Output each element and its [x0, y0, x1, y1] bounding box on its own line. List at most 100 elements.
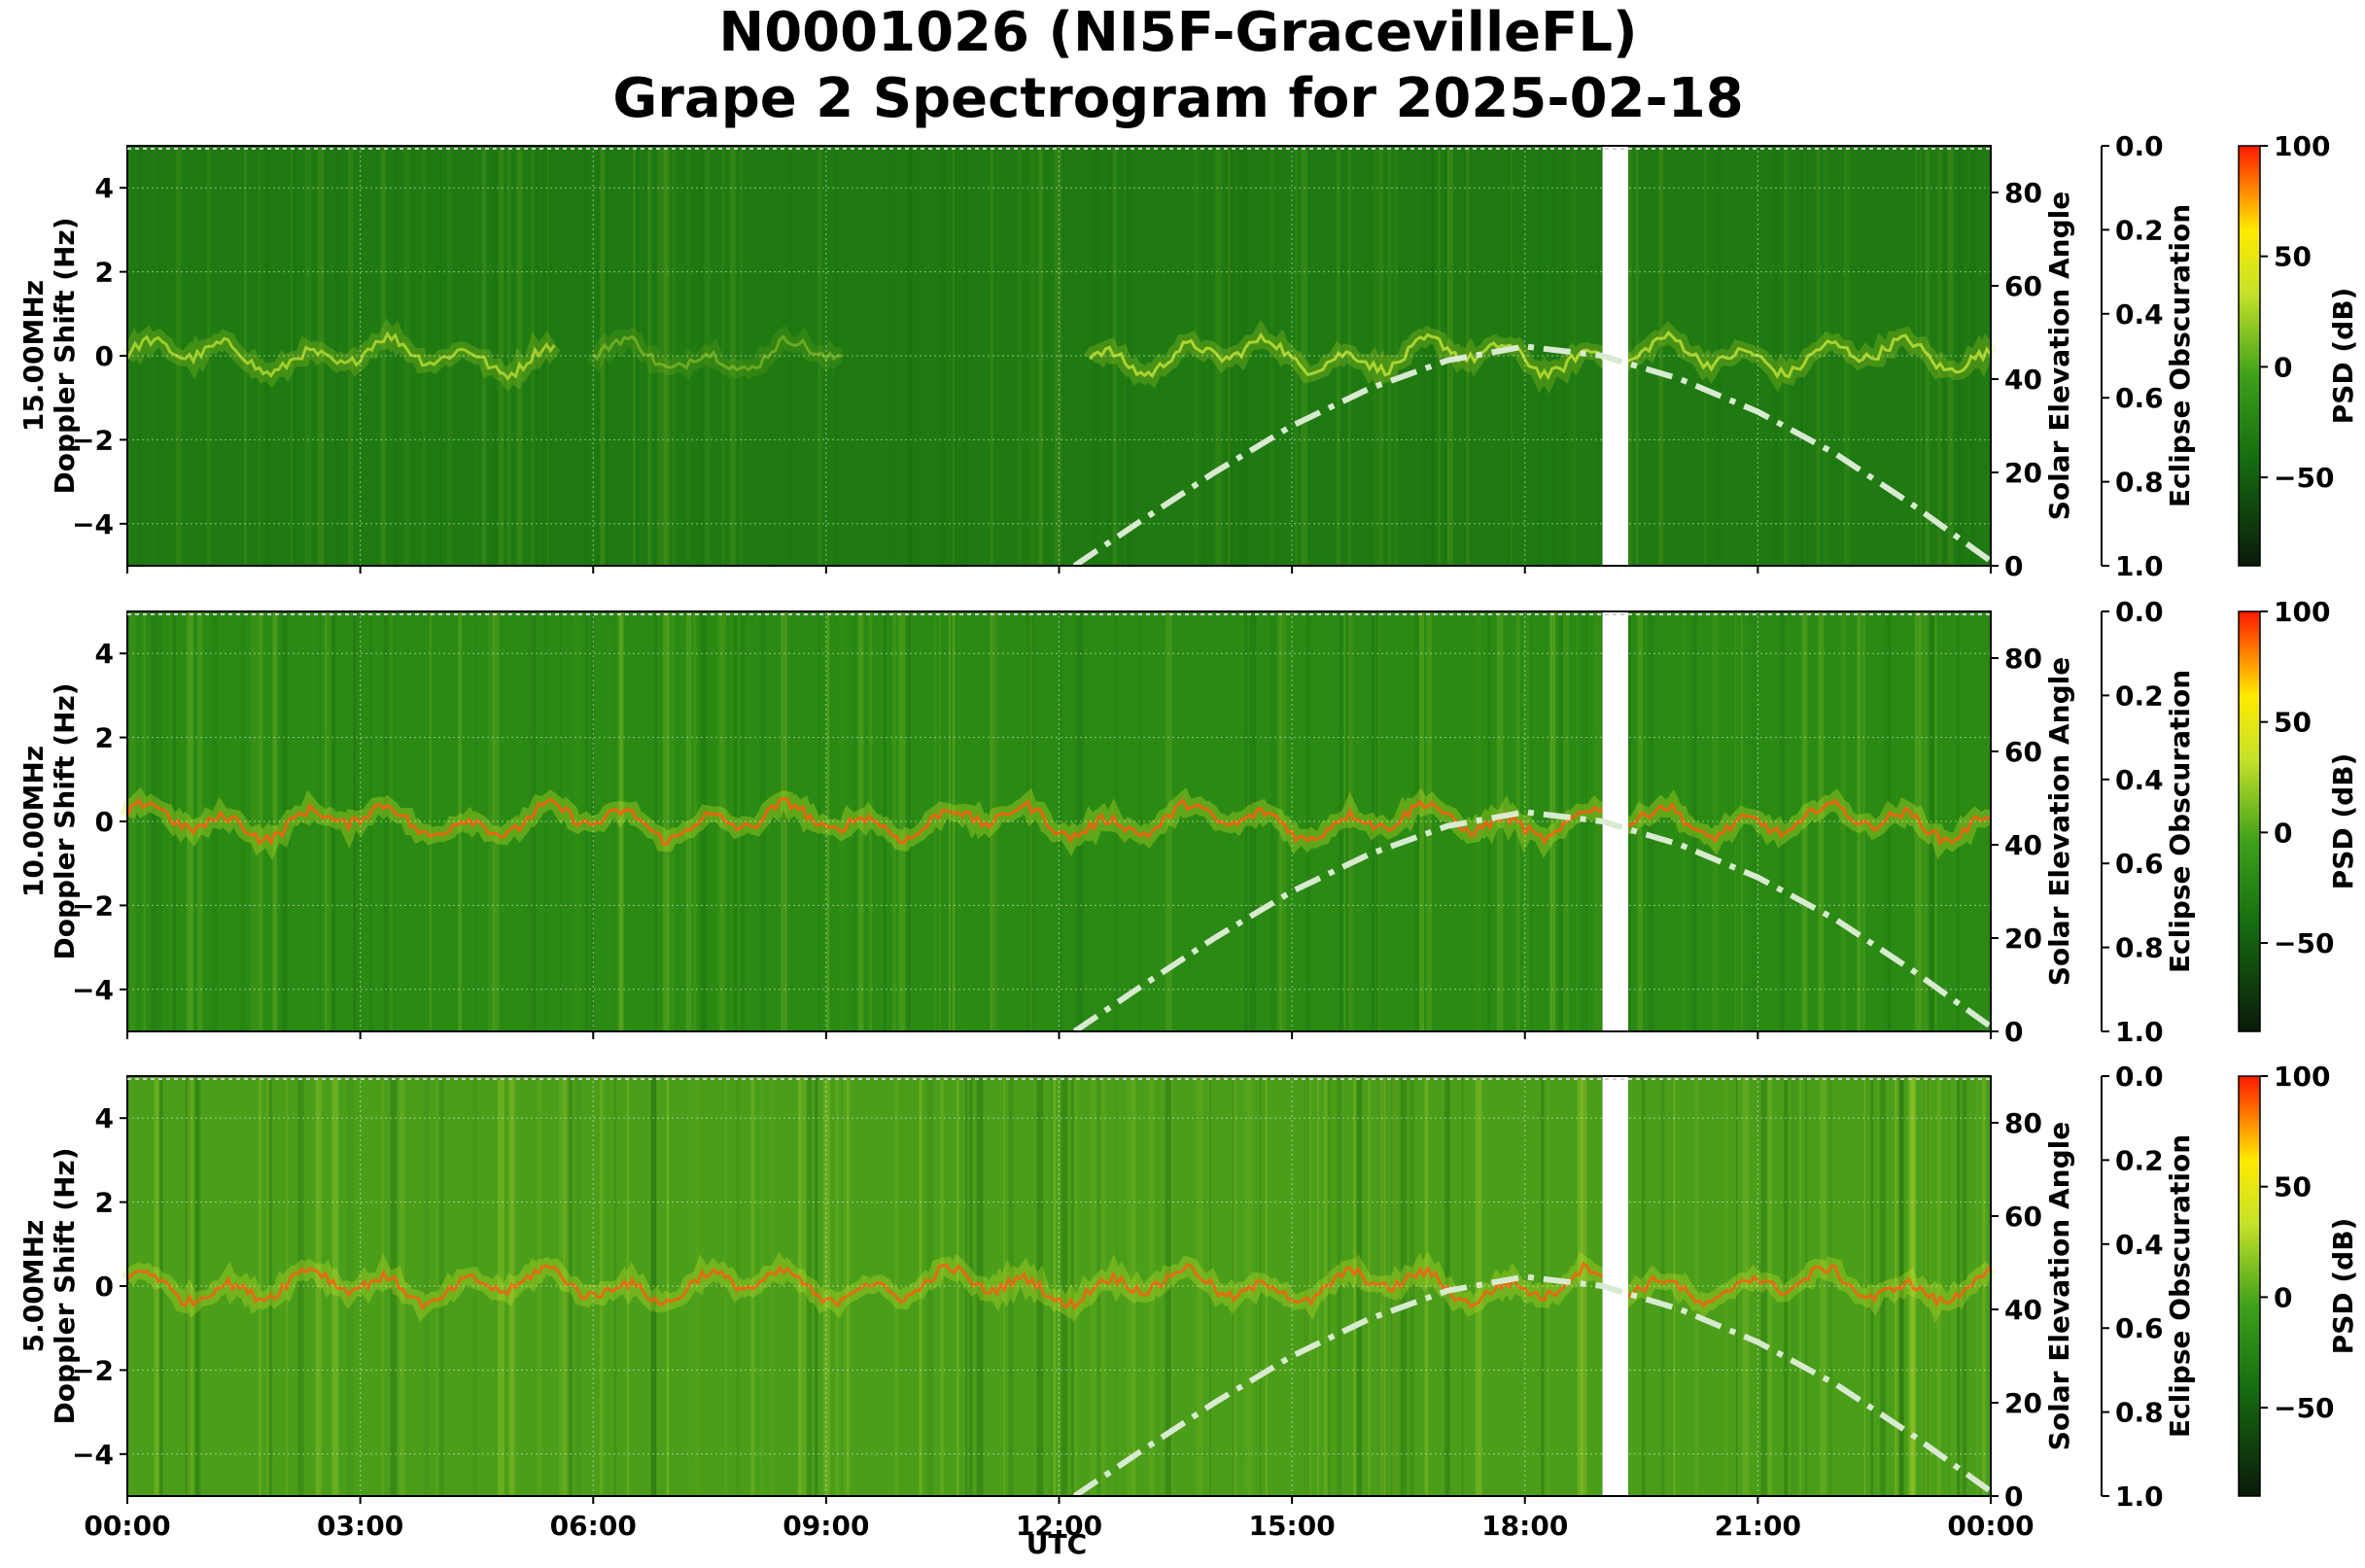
eclipse-tick-label: 0.6	[2115, 848, 2164, 880]
noise-band	[759, 1076, 764, 1496]
noise-band	[399, 1076, 405, 1496]
noise-band	[1936, 146, 1942, 566]
noise-band	[599, 1076, 604, 1496]
noise-band	[264, 146, 270, 566]
eclipse-tick-label: 0.2	[2115, 679, 2164, 712]
noise-band	[1053, 1076, 1057, 1496]
noise-band	[1779, 611, 1785, 1031]
noise-band	[1194, 146, 1200, 566]
noise-band	[1896, 1076, 1904, 1496]
solar-tick-label: 20	[2004, 923, 2042, 955]
solar-tick-label: 80	[2004, 177, 2042, 209]
noise-band	[1036, 146, 1044, 566]
colorbar	[2238, 145, 2261, 567]
noise-band	[1883, 1076, 1886, 1496]
doppler-trace	[592, 334, 843, 372]
noise-band	[1889, 611, 1891, 1031]
noise-band	[1294, 146, 1299, 566]
noise-band	[1712, 611, 1718, 1031]
noise-band	[1920, 611, 1927, 1031]
doppler-trace	[125, 1261, 1993, 1311]
noise-band	[835, 146, 838, 566]
noise-band	[1070, 1076, 1078, 1496]
noise-band	[1694, 1076, 1698, 1496]
noise-band	[1431, 146, 1434, 566]
noise-band	[188, 1076, 193, 1496]
noise-band	[1530, 611, 1533, 1031]
y-tick-label: 0	[95, 806, 114, 838]
colorbar-label: PSD (dB)	[2327, 1218, 2359, 1355]
noise-band	[1392, 146, 1397, 566]
noise-band	[1816, 146, 1821, 566]
noise-band	[1844, 146, 1850, 566]
eclipse-tick-label: 1.0	[2115, 1016, 2164, 1048]
noise-band	[654, 611, 657, 1031]
y-axis-label-line: 15.00MHz	[17, 280, 50, 432]
noise-band	[1936, 1076, 1941, 1496]
noise-band	[1641, 1076, 1646, 1496]
noise-band	[1446, 146, 1450, 566]
y-tick-label: −2	[72, 889, 114, 922]
y-tick-label: 0	[95, 1271, 114, 1303]
noise-band	[1800, 146, 1803, 566]
noise-band	[297, 1076, 304, 1496]
colorbar-tick-label: 0	[2274, 1281, 2292, 1313]
noise-band	[1816, 146, 1821, 566]
noise-band	[1070, 1076, 1075, 1496]
noise-band	[1955, 146, 1961, 566]
noise-band	[1750, 611, 1756, 1031]
noise-band	[1346, 611, 1353, 1031]
solar-tick-label: 80	[2004, 1107, 2042, 1139]
noise-band	[1805, 1076, 1808, 1496]
solar-tick-label: 80	[2004, 643, 2042, 675]
noise-band	[591, 611, 595, 1031]
noise-band	[1075, 611, 1083, 1031]
noise-band	[472, 1076, 477, 1496]
noise-band	[647, 146, 651, 566]
noise-band	[596, 146, 599, 566]
noise-band	[1717, 146, 1722, 566]
noise-band	[1956, 611, 1960, 1031]
noise-band	[1270, 611, 1276, 1031]
colorbar-tick-label: −50	[2274, 927, 2334, 959]
noise-band	[324, 146, 328, 566]
y-tick-label: 2	[95, 257, 114, 289]
y-axis-label-line: Doppler Shift (Hz)	[49, 1147, 81, 1424]
noise-band	[1400, 1076, 1408, 1496]
noise-band	[1100, 1076, 1106, 1496]
eclipse-tick-label: 0.6	[2115, 1312, 2164, 1344]
noise-band	[1246, 146, 1249, 566]
noise-band	[953, 146, 955, 566]
noise-band	[976, 1076, 984, 1496]
noise-band	[318, 611, 321, 1031]
noise-band	[939, 146, 946, 566]
noise-band	[574, 611, 580, 1031]
noise-band	[767, 611, 769, 1031]
noise-band	[1196, 1076, 1203, 1496]
eclipse-tick-label: 0.0	[2115, 130, 2164, 162]
noise-band	[1304, 1076, 1309, 1496]
chart-title-line2: Grape 2 Spectrogram for 2025-02-18	[612, 67, 1743, 130]
noise-band	[907, 611, 912, 1031]
noise-band	[290, 611, 292, 1031]
noise-band	[783, 611, 789, 1031]
noise-band	[1269, 146, 1275, 566]
noise-band	[1422, 146, 1428, 566]
noise-band	[883, 611, 887, 1031]
y-tick-label: 2	[95, 1187, 114, 1219]
noise-band	[1343, 611, 1345, 1031]
eclipse-tick-label: 1.0	[2115, 1481, 2164, 1513]
noise-band	[1426, 611, 1432, 1031]
noise-band	[493, 146, 497, 566]
noise-band	[915, 146, 920, 566]
noise-band	[1381, 1076, 1387, 1496]
noise-band	[348, 146, 353, 566]
solar-tick-label: 20	[2004, 457, 2042, 489]
noise-band	[1317, 1076, 1319, 1496]
noise-band	[1347, 146, 1351, 566]
noise-band	[1096, 1076, 1101, 1496]
noise-band	[185, 1076, 191, 1496]
noise-band	[1444, 146, 1451, 566]
x-tick-label: 03:00	[317, 1510, 403, 1542]
